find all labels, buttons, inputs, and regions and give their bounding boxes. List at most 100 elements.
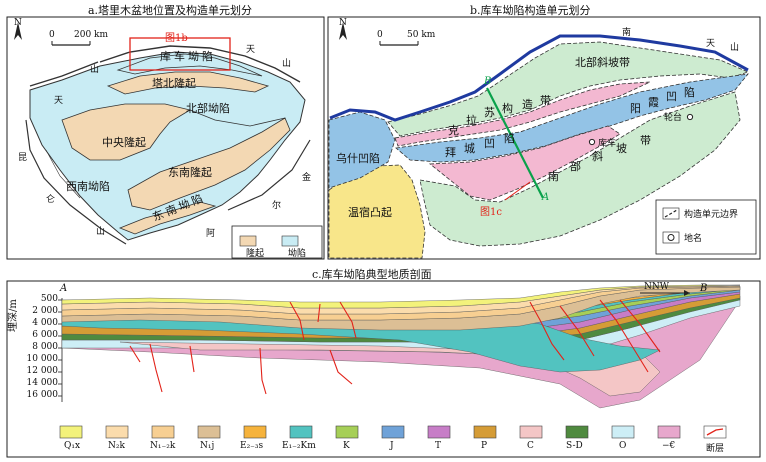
mountain-tian-b: 天 bbox=[706, 39, 716, 49]
legend-boundary-label: 构造单元边界 bbox=[684, 210, 739, 220]
kelasu-char-1: 克 bbox=[448, 124, 459, 137]
kelasu-char-4: 构 bbox=[502, 102, 513, 115]
scale-start-a: 0 bbox=[49, 30, 55, 40]
wushi-depression bbox=[328, 111, 396, 189]
mountain-tian-1: 天 bbox=[54, 96, 64, 106]
kelasu-belt bbox=[394, 81, 651, 147]
yangxia-char-4: 陷 bbox=[684, 86, 695, 99]
panel-b-title: b.库车坳陷构造单元划分 bbox=[470, 4, 591, 17]
legend-label-k: K bbox=[343, 441, 350, 451]
kelasu-char-6: 带 bbox=[540, 94, 551, 107]
mountain-shan-b: 山 bbox=[730, 43, 740, 53]
section-legend bbox=[59, 425, 727, 439]
legend-label-t: T bbox=[435, 441, 442, 451]
label-zhongyang-uplift: 中央隆起 bbox=[102, 136, 146, 149]
legend-label-j: J bbox=[390, 441, 394, 451]
scale-end-a: 200 km bbox=[74, 30, 109, 40]
legend-place-label: 地名 bbox=[684, 234, 703, 244]
legend-label-n2k: N₂k bbox=[108, 441, 125, 451]
place-luntai: 轮台 bbox=[664, 113, 683, 123]
mountain-jin: 金 bbox=[302, 173, 312, 183]
legend-label-n12k: N₁₋₂k bbox=[150, 441, 176, 451]
section-end-a: A bbox=[60, 283, 68, 294]
north-arrow-a-icon bbox=[14, 22, 22, 40]
kelasu-char-2: 拉 bbox=[466, 114, 477, 127]
mountain-kun: 昆 bbox=[18, 153, 28, 163]
south-slope-char-5: 带 bbox=[640, 134, 651, 147]
scale-end-b: 50 km bbox=[407, 30, 436, 40]
figure-1c-label: 图1c bbox=[480, 207, 502, 218]
mountain-shan-2: 山 bbox=[282, 59, 292, 69]
direction-label: NNW bbox=[644, 282, 670, 292]
tarim-basin bbox=[29, 51, 306, 241]
legend-label-q1x: Q₁x bbox=[64, 441, 81, 451]
mountain-er: 尔 bbox=[272, 201, 282, 211]
label-dongnan-uplift: 东南隆起 bbox=[168, 166, 212, 179]
legend-label-e12km: E₁₋₂Km bbox=[282, 441, 316, 451]
legend-label-p: P bbox=[481, 441, 488, 451]
figure-1b-frame bbox=[129, 37, 231, 71]
depth-tick-label: 2 000 bbox=[32, 306, 58, 316]
depth-tick-label: 6 000 bbox=[32, 330, 58, 340]
faults bbox=[129, 299, 661, 395]
figure-1b-label: 图1b bbox=[165, 33, 188, 44]
legend-depression-label: 坳陷 bbox=[288, 249, 307, 259]
baicheng-char-2: 城 bbox=[464, 142, 475, 155]
depth-tick-label: 10 000 bbox=[26, 354, 59, 364]
north-arrow-b-icon bbox=[339, 22, 347, 40]
legend-label-fault: 断层 bbox=[706, 444, 725, 454]
legend-label-c: C bbox=[527, 441, 534, 451]
kelasu-char-5: 造 bbox=[522, 98, 533, 111]
north-letter-a: N bbox=[14, 18, 22, 28]
mountain-lun: 仑 bbox=[46, 195, 56, 205]
baicheng-char-1: 拜 bbox=[445, 146, 456, 159]
kuche-place-marker-icon bbox=[588, 138, 596, 146]
south-slope-belt bbox=[419, 91, 741, 247]
legend-label-sd: S-D bbox=[566, 441, 583, 451]
yangxia-char-2: 霞 bbox=[648, 96, 659, 109]
mountain-shan-1: 山 bbox=[90, 65, 100, 75]
depth-tick-label: 14 000 bbox=[26, 378, 59, 388]
section-line-ab bbox=[486, 87, 544, 199]
mountain-shan-3: 山 bbox=[96, 227, 106, 237]
depth-tick-label: 16 000 bbox=[26, 390, 59, 400]
south-slope-char-1: 南 bbox=[548, 170, 559, 183]
mountain-a: 阿 bbox=[206, 229, 216, 239]
depth-tick-label: 500 bbox=[40, 294, 58, 304]
north-letter-b: N bbox=[339, 18, 347, 28]
south-slope-char-3: 斜 bbox=[592, 150, 603, 163]
label-kuche-depression: 库车坳陷 bbox=[160, 50, 216, 63]
baicheng-char-4: 陷 bbox=[504, 132, 515, 145]
baicheng-yangxia-depression bbox=[395, 73, 749, 163]
central-uplift bbox=[61, 103, 192, 161]
label-xinan-depression: 西南坳陷 bbox=[66, 180, 110, 193]
yangxia-char-3: 凹 bbox=[666, 90, 677, 103]
legend-label-n1j: N₁j bbox=[200, 441, 215, 451]
yangxia-char-1: 阳 bbox=[630, 102, 641, 115]
depth-axis-label: 埋深/m bbox=[8, 299, 19, 332]
north-slope-belt bbox=[387, 41, 750, 137]
label-tabei-uplift: 塔北隆起 bbox=[152, 77, 196, 90]
south-slope-char-2: 部 bbox=[570, 160, 581, 173]
depth-tick-label: 4 000 bbox=[32, 318, 58, 328]
panel-a-title: a.塔里木盆地位置及构造单元划分 bbox=[88, 4, 253, 17]
depth-tick-label: 8 000 bbox=[32, 342, 58, 352]
southern-uplift-strip bbox=[118, 201, 217, 235]
place-kuche: 库车 bbox=[598, 139, 617, 149]
tianshan-front bbox=[329, 34, 749, 122]
scale-start-b: 0 bbox=[377, 30, 383, 40]
mountain-nan-b: 南 bbox=[622, 28, 632, 38]
section-end-b: B bbox=[700, 283, 708, 294]
label-wushi: 乌什凹陷 bbox=[336, 152, 380, 165]
section-end-a-map: A bbox=[542, 192, 550, 203]
southeast-uplift bbox=[127, 117, 291, 211]
mountain-tian-2: 天 bbox=[246, 45, 256, 55]
legend-label-cambrian: −€ bbox=[662, 441, 676, 451]
panel-c-title: c.库车坳陷典型地质剖面 bbox=[312, 268, 432, 281]
section-end-b-map: B bbox=[484, 76, 492, 87]
label-beibu-depression: 北部坳陷 bbox=[186, 102, 230, 115]
legend-label-e23s: E₂₋₃s bbox=[240, 441, 264, 451]
south-slope-char-4: 坡 bbox=[616, 142, 627, 155]
